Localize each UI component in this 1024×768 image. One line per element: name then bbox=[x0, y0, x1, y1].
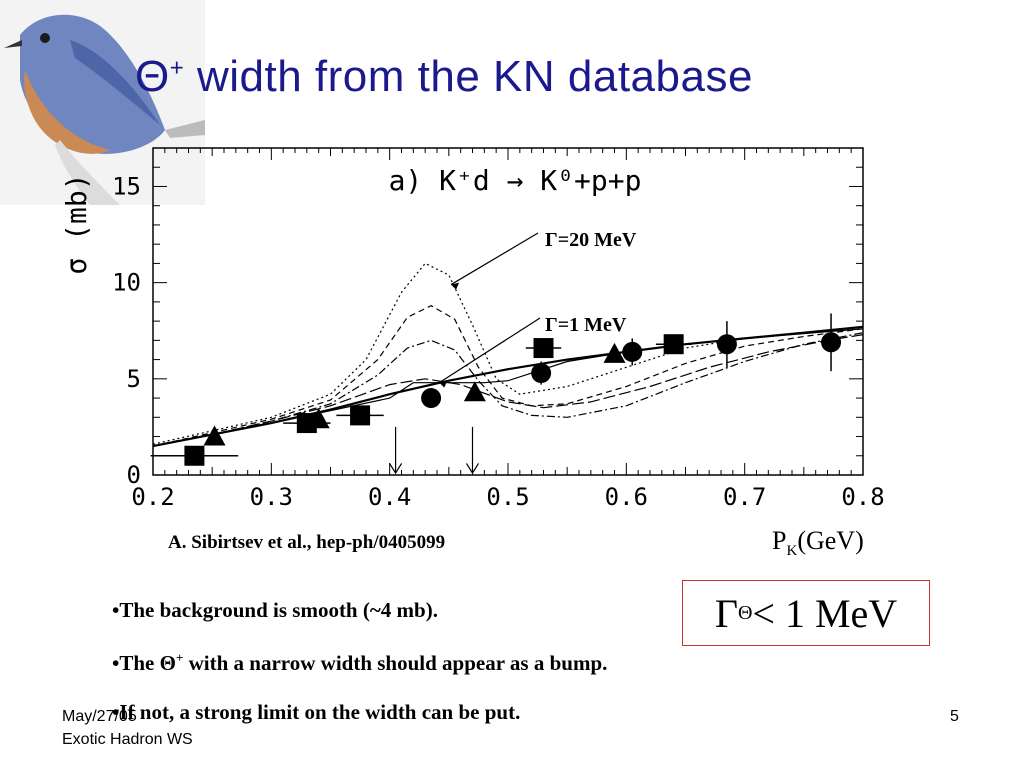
model-curve-dashdot bbox=[152, 332, 864, 447]
slide-title: Θ+ width from the KN database bbox=[135, 52, 753, 102]
data-point-square bbox=[533, 338, 554, 359]
data-point-square bbox=[350, 405, 371, 426]
bird-logo-image bbox=[0, 0, 205, 205]
data-point-triangle bbox=[463, 381, 486, 402]
model-curve-solid bbox=[152, 325, 864, 448]
bullet-2-sup: + bbox=[175, 650, 184, 665]
data-point-square bbox=[663, 334, 684, 355]
threshold-arrowhead bbox=[465, 463, 480, 475]
threshold-arrowhead bbox=[389, 463, 403, 475]
data-point-circle bbox=[531, 363, 552, 384]
y-axis-label: σ (mb) bbox=[60, 173, 93, 274]
y-tick-label: 10 bbox=[112, 269, 141, 297]
title-text: width from the KN database bbox=[184, 52, 753, 101]
bullet-2-post: with a narrow width should appear as a b… bbox=[183, 651, 608, 675]
x-tick-label: 0.3 bbox=[250, 483, 293, 511]
model-curve-thin bbox=[152, 328, 864, 447]
data-point-triangle bbox=[307, 408, 330, 429]
bullet-1: •The background is smooth (~4 mb). bbox=[112, 598, 438, 622]
xunit-tail: (GeV) bbox=[797, 526, 864, 555]
result-text: < 1 MeV bbox=[752, 590, 898, 636]
footer-event: Exotic Hadron WS bbox=[62, 731, 193, 748]
page-number: 5 bbox=[950, 708, 959, 725]
bullet-2: •The Θ+ with a narrow width should appea… bbox=[112, 650, 607, 676]
data-point-circle bbox=[821, 332, 842, 353]
footer-date: May/27/05 bbox=[62, 708, 137, 725]
reference-citation: A. Sibirtsev et al., hep-ph/0405099 bbox=[168, 532, 446, 553]
x-tick-label: 0.7 bbox=[723, 483, 766, 511]
data-point-triangle bbox=[203, 425, 226, 446]
annotation-arrowhead bbox=[439, 380, 448, 388]
data-point-triangle bbox=[603, 342, 626, 363]
data-point-square bbox=[184, 445, 205, 466]
chart-title: a) K⁺d → K⁰+p+p bbox=[389, 164, 642, 197]
data-point-circle bbox=[622, 341, 643, 362]
x-tick-label: 0.8 bbox=[841, 483, 884, 511]
result-gamma: Γ bbox=[714, 590, 738, 636]
x-tick-label: 0.2 bbox=[131, 483, 174, 511]
bullet-3: •If not, a strong limit on the width can… bbox=[112, 700, 521, 724]
xunit-main: P bbox=[772, 526, 787, 555]
data-point-circle bbox=[716, 334, 737, 355]
y-tick-label: 5 bbox=[127, 365, 141, 393]
xunit-sub: K bbox=[786, 543, 798, 560]
x-tick-label: 0.5 bbox=[486, 483, 529, 511]
annotation-label: Γ=20 MeV bbox=[545, 229, 637, 251]
result-subscript: Θ bbox=[737, 601, 753, 624]
y-tick-label: 15 bbox=[112, 172, 141, 200]
x-axis-unit-label: PK(GeV) bbox=[772, 526, 864, 560]
bullet-2-pre: •The Θ bbox=[112, 651, 176, 675]
title-superscript: + bbox=[169, 54, 185, 82]
x-tick-label: 0.4 bbox=[368, 483, 411, 511]
model-curve-dashed bbox=[152, 305, 864, 447]
title-symbol: Θ bbox=[135, 52, 170, 101]
annotation-arrow bbox=[438, 317, 541, 384]
model-curve-longdash bbox=[152, 334, 864, 447]
annotation-arrowhead bbox=[451, 282, 460, 290]
annotation-arrow bbox=[450, 232, 539, 286]
y-tick-label: 0 bbox=[127, 461, 141, 489]
data-point-circle bbox=[421, 388, 442, 409]
x-tick-label: 0.6 bbox=[605, 483, 648, 511]
annotation-label: Γ=1 MeV bbox=[545, 314, 627, 336]
model-curve-dotted bbox=[152, 262, 864, 445]
